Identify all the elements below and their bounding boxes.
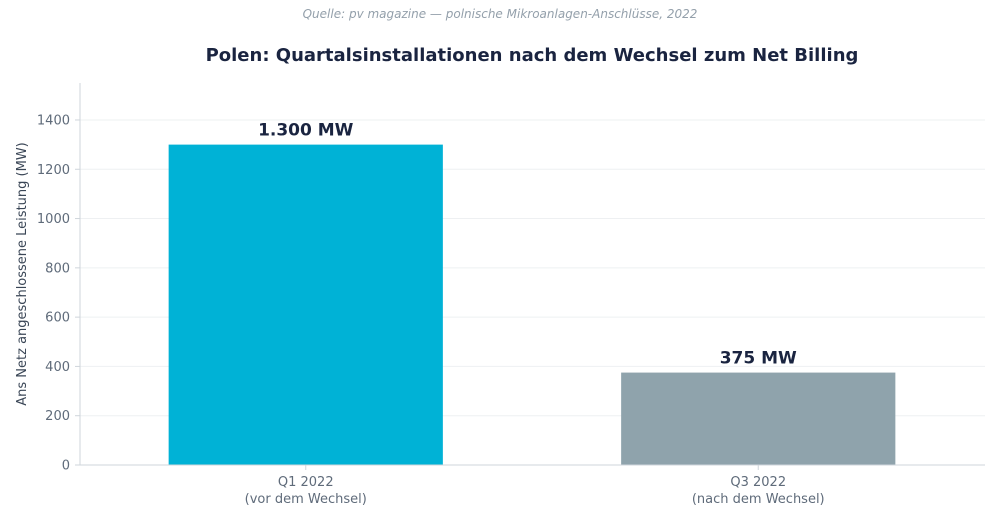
bar-1	[621, 372, 896, 465]
data-label-0: 1.300 MW	[258, 121, 354, 141]
category-label-1-line-0: Q3 2022	[730, 475, 786, 490]
chart-title: Polen: Quartalsinstallationen nach dem W…	[206, 45, 859, 66]
y-tick-label-0: 0	[62, 459, 70, 474]
data-label-1: 375 MW	[720, 349, 797, 369]
y-tick-label-1400: 1400	[37, 113, 70, 128]
category-label-0-line-1: (vor dem Wechsel)	[245, 492, 367, 507]
source-note: Quelle: pv magazine — polnische Mikroanl…	[303, 7, 698, 21]
y-axis-label: Ans Netz angeschlossene Leistung (MW)	[15, 142, 30, 405]
data-labels: 1.300 MW 375 MW	[258, 121, 797, 369]
y-tick-label-1000: 1000	[37, 212, 70, 227]
y-tick-label-400: 400	[45, 360, 70, 375]
y-axis-ticks: 0 200 400 600 800 1000 1200 1400	[37, 113, 80, 474]
bar-0	[168, 144, 443, 465]
category-label-1-line-1: (nach dem Wechsel)	[692, 492, 825, 507]
y-tick-label-600: 600	[45, 311, 70, 326]
category-label-0-line-0: Q1 2022	[278, 475, 334, 490]
y-tick-label-200: 200	[45, 409, 70, 424]
bars	[168, 144, 896, 465]
x-axis-categories: Q1 2022 (vor dem Wechsel) Q3 2022 (nach dem…	[245, 465, 825, 507]
y-tick-label-800: 800	[45, 261, 70, 276]
y-tick-label-1200: 1200	[37, 163, 70, 178]
